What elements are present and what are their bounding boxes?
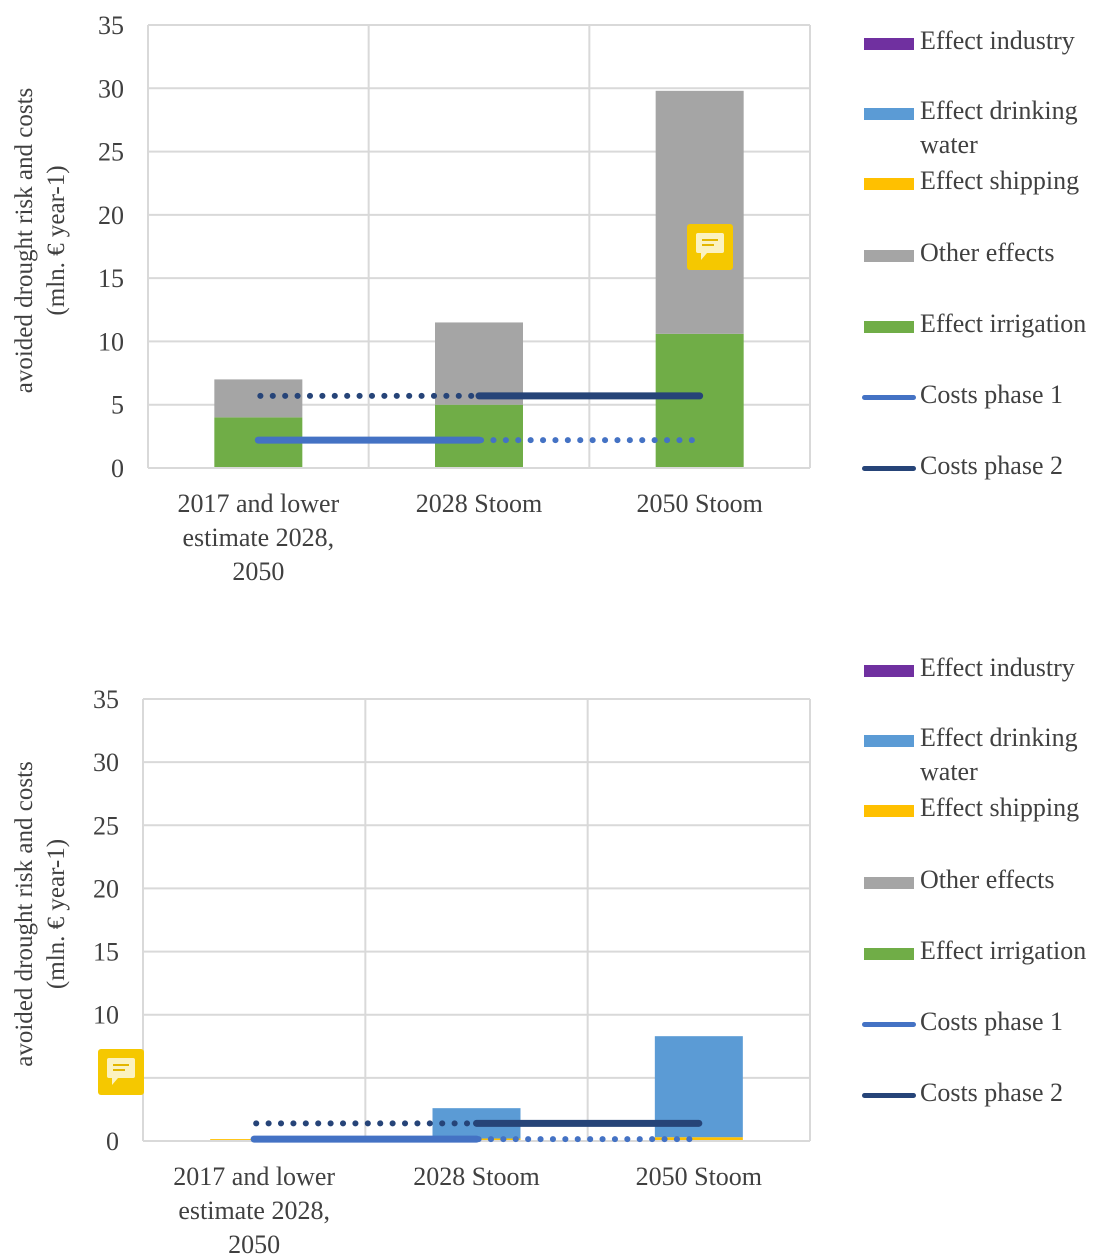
legend-swatch <box>862 466 916 471</box>
legend-swatch <box>864 948 914 960</box>
bar-segment-other-effects <box>435 322 523 405</box>
y-tick-label: 35 <box>93 685 119 714</box>
legend-swatch <box>864 38 914 50</box>
legend-label: Costs phase 2 <box>920 1078 1063 1107</box>
x-category-label: 2028 Stoom <box>413 1162 539 1191</box>
x-category-label: 2017 and lower estimate 2028, 2050 <box>177 489 339 586</box>
bar-segment-effect-irrigation <box>435 404 523 468</box>
legend-item-effect-drinking-water: Effect drinking water <box>858 721 1114 786</box>
legend-label: Costs phase 1 <box>920 380 1063 409</box>
y-tick-label: 25 <box>93 811 119 840</box>
y-tick-label: 30 <box>98 74 124 103</box>
x-category-label: 2017 and lower estimate 2028, 2050 <box>173 1162 335 1254</box>
legend-label: Effect drinking water <box>920 723 1078 786</box>
y-tick-label: 25 <box>98 138 124 167</box>
legend-swatch <box>864 108 914 120</box>
comment-icon[interactable] <box>686 223 733 270</box>
legend-swatch <box>864 665 914 677</box>
legend-label: Effect industry <box>920 26 1075 55</box>
top-y-axis-title: avoided drought risk and costs (mln. € ye… <box>11 88 70 394</box>
legend-item-costs-phase-2: Costs phase 2 <box>858 1076 1114 1110</box>
y-tick-label: 30 <box>93 748 119 777</box>
legend-item-effect-shipping: Effect shipping <box>858 791 1114 825</box>
legend-swatch <box>862 1022 916 1027</box>
legend-swatch <box>864 250 914 262</box>
y-tick-label: 20 <box>93 874 119 903</box>
legend-item-effect-industry: Effect industry <box>858 651 1114 685</box>
x-category-label: 2028 Stoom <box>416 489 542 518</box>
legend-label: Other effects <box>920 865 1055 894</box>
legend-label: Other effects <box>920 238 1055 267</box>
top-x-categories: 2017 and lower estimate 2028, 2050 2028 Sto… <box>177 489 762 586</box>
legend-label: Effect drinking water <box>920 96 1078 159</box>
y-tick-label: 10 <box>93 1001 119 1030</box>
legend-item-effect-drinking-water: Effect drinking water <box>858 94 1114 159</box>
legend-swatch <box>864 178 914 190</box>
top-y-ticks: 0 5 10 15 20 25 30 35 <box>98 11 124 483</box>
chart-top-plot: 0 5 10 15 20 25 30 35 2017 and lower estimate 202… <box>11 11 811 586</box>
legend-item-costs-phase-2: Costs phase 2 <box>858 449 1114 483</box>
chart-top: 0 5 10 15 20 25 30 35 2017 and lower estimate 202… <box>11 11 1114 586</box>
legend-swatch <box>862 395 916 400</box>
y-tick-label: 15 <box>98 264 124 293</box>
legend-swatch <box>864 735 914 747</box>
legend-swatch <box>864 321 914 333</box>
y-tick-label: 0 <box>111 454 124 483</box>
bottom-x-categories: 2017 and lower estimate 2028, 2050 2028 Sto… <box>173 1162 762 1254</box>
legend-item-costs-phase-1: Costs phase 1 <box>858 1005 1114 1039</box>
y-tick-label: 20 <box>98 201 124 230</box>
bar-segment-other-effects <box>655 90 744 334</box>
top-cost-lines <box>254 392 704 444</box>
legend-swatch <box>864 877 914 889</box>
legend-label: Effect shipping <box>920 166 1080 195</box>
legend-swatch <box>862 1093 916 1098</box>
legend-item-effect-shipping: Effect shipping <box>858 164 1114 198</box>
y-tick-label: 10 <box>98 327 124 356</box>
bar-segment-effect-irrigation <box>655 333 744 468</box>
x-category-label: 2050 Stoom <box>636 489 762 518</box>
legend-label: Effect irrigation <box>920 309 1087 338</box>
y-tick-label: 35 <box>98 11 124 40</box>
legend-label: Costs phase 2 <box>920 451 1063 480</box>
bottom-cost-lines <box>250 1119 703 1143</box>
legend-item-other-effects: Other effects <box>858 236 1114 270</box>
y-tick-label: 0 <box>106 1127 119 1156</box>
legend-swatch <box>864 805 914 817</box>
comment-icon[interactable] <box>98 1048 144 1095</box>
legend-item-costs-phase-1: Costs phase 1 <box>858 378 1114 412</box>
y-tick-label: 15 <box>93 938 119 967</box>
x-category-label: 2050 Stoom <box>636 1162 762 1191</box>
legend-item-other-effects: Other effects <box>858 863 1114 897</box>
legend-label: Effect irrigation <box>920 936 1087 965</box>
bar-segment-other-effects <box>214 379 303 418</box>
legend-item-effect-irrigation: Effect irrigation <box>858 307 1114 341</box>
bar-segment-effect-shipping <box>654 1137 743 1141</box>
legend-label: Effect industry <box>920 653 1075 682</box>
legend-label: Costs phase 1 <box>920 1007 1063 1036</box>
legend-item-effect-irrigation: Effect irrigation <box>858 934 1114 968</box>
bottom-y-axis-title: avoided drought risk and costs (mln. € ye… <box>11 761 70 1067</box>
y-tick-label: 5 <box>111 391 124 420</box>
top-bars <box>214 90 744 468</box>
legend-label: Effect shipping <box>920 793 1080 822</box>
legend-item-effect-industry: Effect industry <box>858 24 1114 58</box>
